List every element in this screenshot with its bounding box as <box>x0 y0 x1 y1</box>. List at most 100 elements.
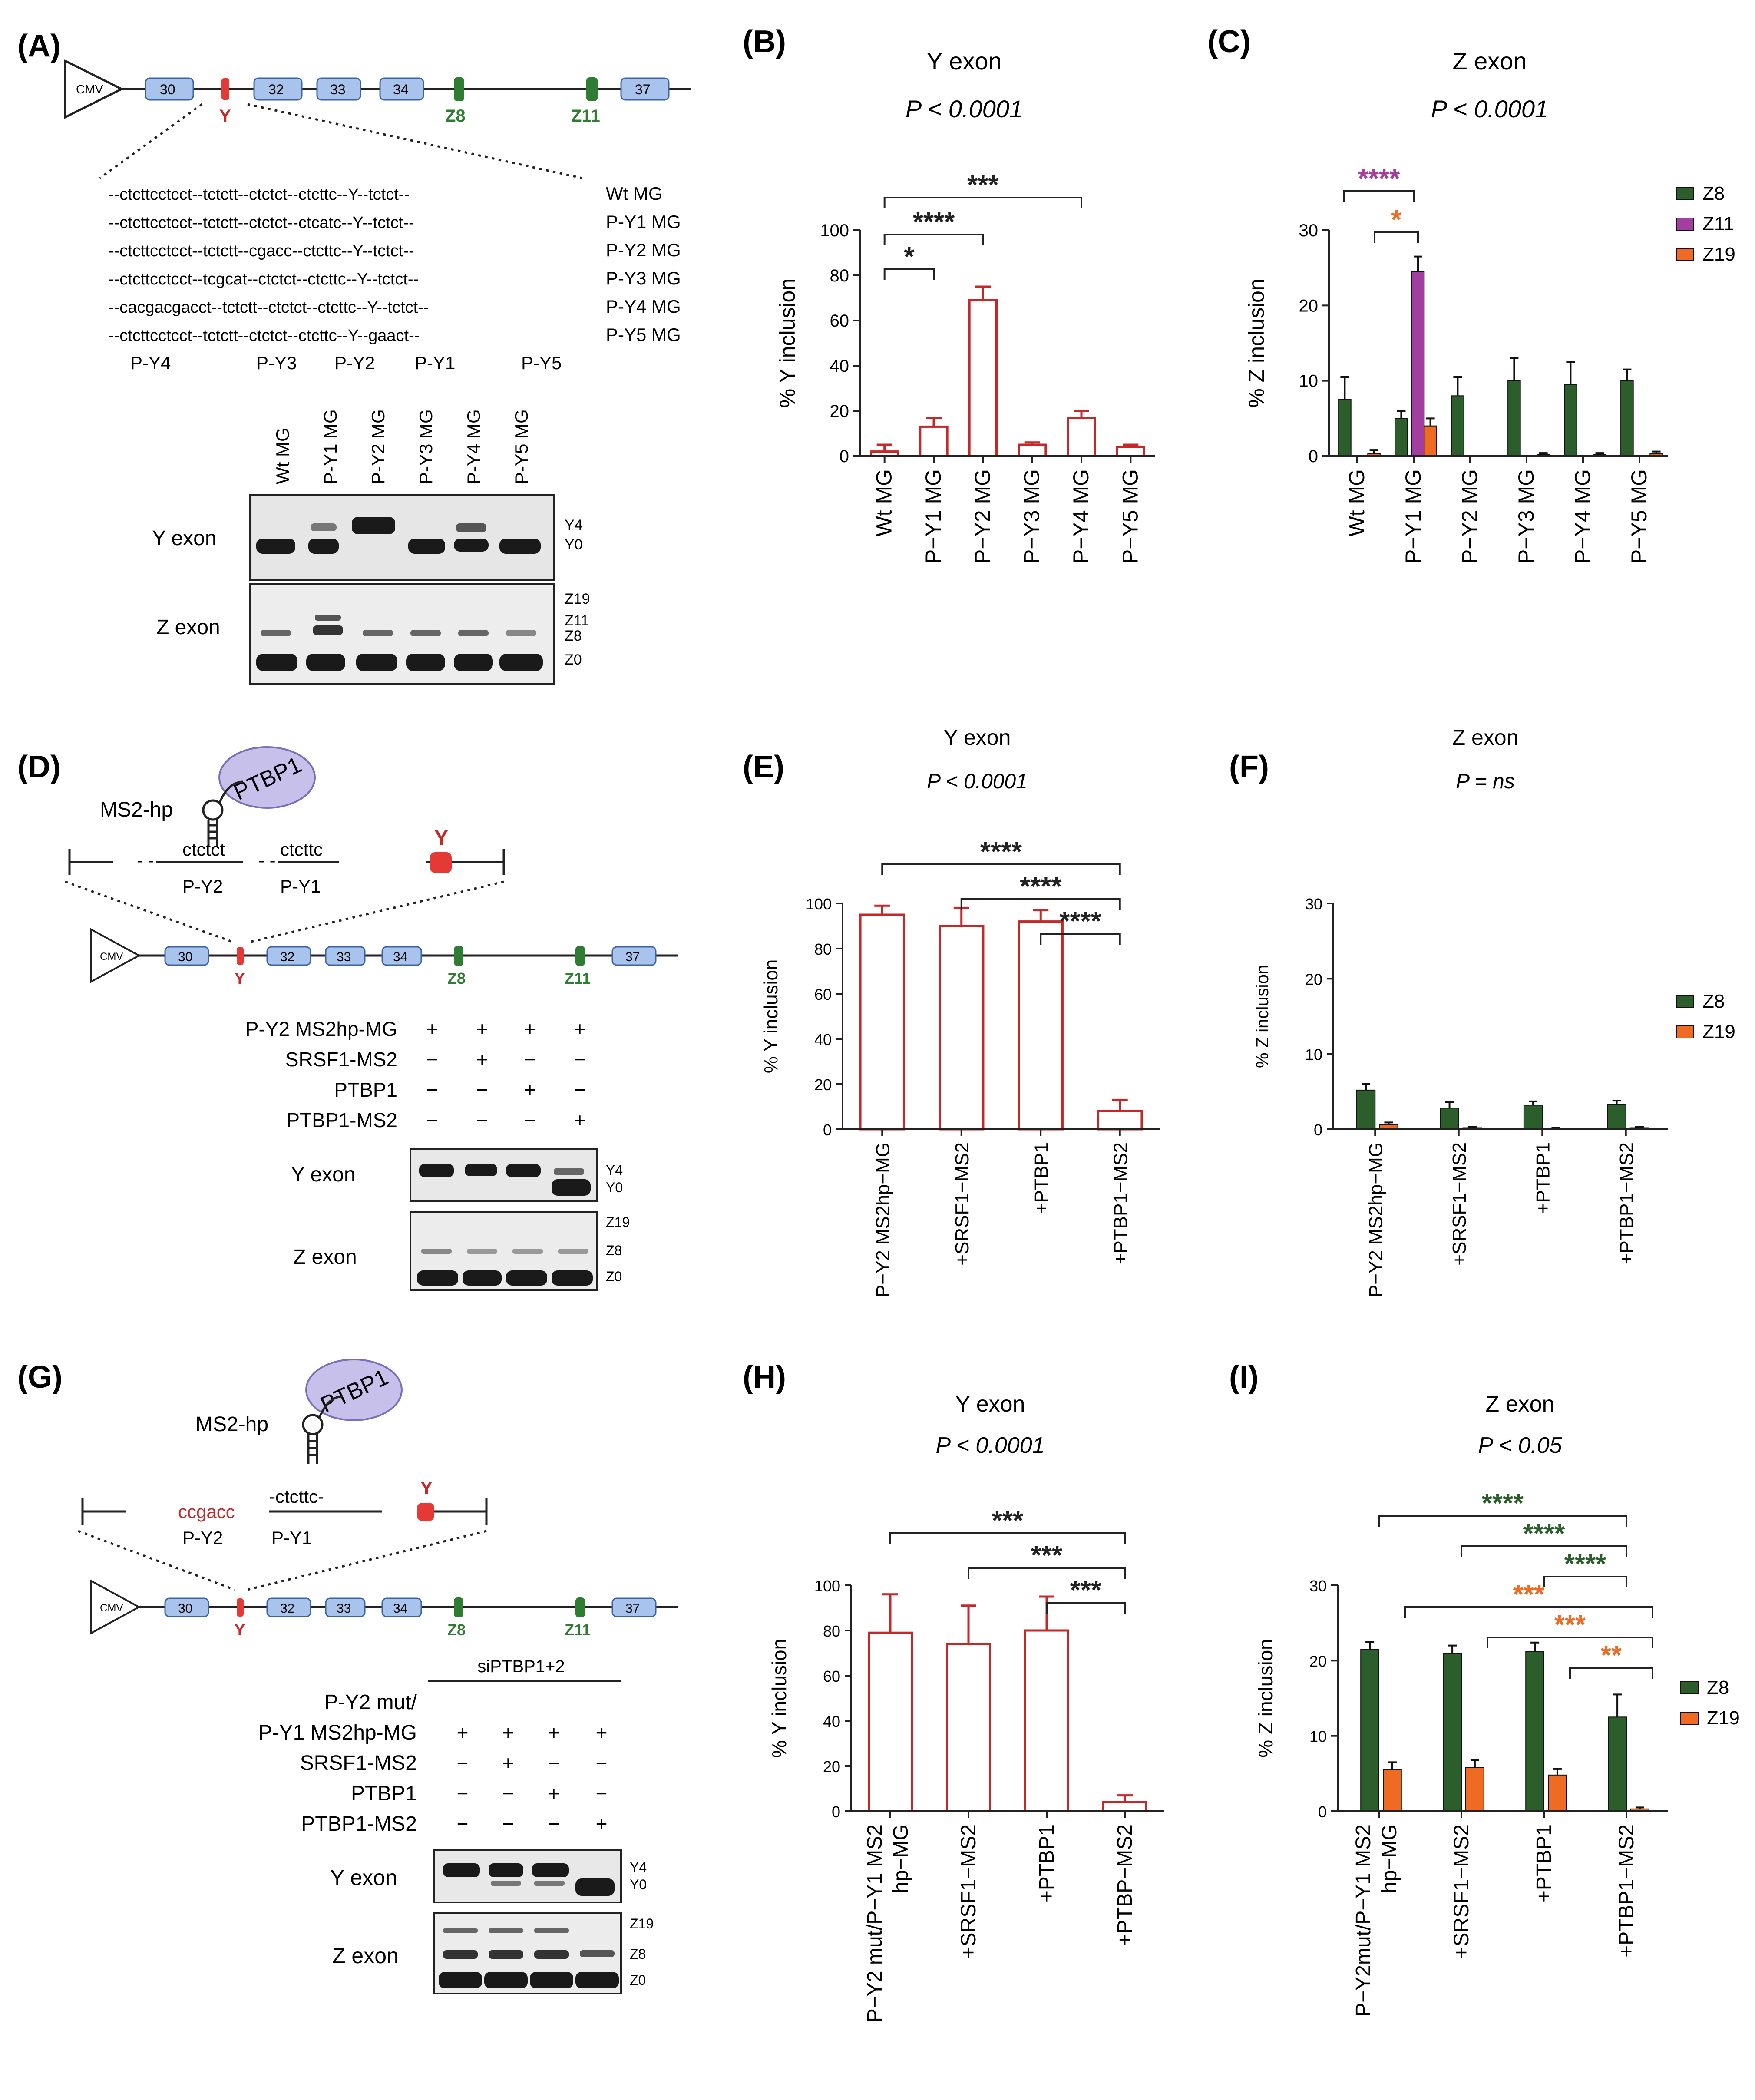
seq-label: P-Y5 MG <box>606 324 681 345</box>
significance-stars: *** <box>1513 1580 1545 1610</box>
y-tick-label: 10 <box>1299 372 1319 391</box>
region-label: P-Y1 <box>415 353 455 373</box>
bar <box>1024 1629 1069 1812</box>
x-tick-label: P−Y2 MG <box>970 469 995 564</box>
svg-text:+: + <box>574 1018 586 1040</box>
bar-z8 <box>1523 1105 1543 1130</box>
seq-label: P-Y1 MG <box>606 212 681 232</box>
y-tick-label: 40 <box>814 1031 832 1048</box>
legend-swatch <box>1680 1681 1699 1694</box>
band <box>256 539 295 554</box>
exon-z8-label: Z8 <box>445 106 466 126</box>
chart-i: 0 10 20 30 % Z inclusion Z8 Z19 P−Y2mut/P−Y1 MS… <box>1254 1488 1740 2017</box>
y-tick-label: 80 <box>814 940 832 958</box>
exon-label: 33 <box>337 950 351 964</box>
y-tick-label: 100 <box>814 1577 840 1595</box>
panel-c-letter: (C) <box>1207 24 1251 59</box>
site-label: P-Y1 <box>280 876 321 896</box>
band <box>410 630 441 636</box>
exon-label: 34 <box>393 1601 407 1616</box>
svg-text:+: + <box>457 1721 469 1744</box>
band-label: Z8 <box>630 1946 646 1962</box>
significance-bracket <box>1343 190 1415 202</box>
significance-bracket <box>881 863 1121 875</box>
significance-bracket <box>968 1567 1126 1579</box>
condition-labels-g: P-Y2 mut/ P-Y1 MS2hp-MG SRSF1-MS2 PTBP1 … <box>258 1691 417 1835</box>
bar <box>868 1631 913 1812</box>
seq-row: --ctcttcctcct--tctctt--ctctct--ctcttc--Y… <box>109 185 410 204</box>
gap <box>113 858 156 866</box>
seq-mutated-site: ccgacc <box>178 1501 235 1522</box>
seq-label: P-Y3 MG <box>606 268 681 288</box>
svg-text:−: − <box>574 1048 586 1071</box>
x-tick-label: P−Y4 MG <box>1570 469 1595 564</box>
band-label: Y4 <box>606 1162 623 1178</box>
x-tick-label: P−Y2 MS2hp−MG <box>872 1142 893 1297</box>
exon-z11 <box>586 77 598 101</box>
exon-z8 <box>454 77 464 101</box>
x-tick-label: P−Y2 MS2hp−MG <box>1365 1142 1386 1297</box>
band <box>499 539 541 554</box>
bar <box>1097 1110 1143 1131</box>
lane-labels-a: Wt MG P-Y1 MG P-Y2 MG P-Y3 MG P-Y4 MG P-… <box>272 409 532 484</box>
band <box>261 630 291 636</box>
x-tick-label: P−Y4 MG <box>1069 469 1093 564</box>
ms2-label: MS2-hp <box>195 1413 268 1436</box>
linker <box>218 780 244 804</box>
svg-text:−: − <box>476 1109 488 1131</box>
cmv-promoter-icon <box>90 928 141 983</box>
svg-text:+: + <box>596 1721 608 1744</box>
panel-b-letter: (B) <box>743 24 786 59</box>
bar <box>1116 446 1146 457</box>
region-label: P-Y2 <box>334 353 375 373</box>
exon-y-label: Y <box>420 1478 433 1498</box>
band <box>456 523 486 532</box>
exon-label: 30 <box>178 1601 192 1616</box>
lane-label: P-Y3 MG <box>416 409 436 484</box>
svg-text:+: + <box>596 1812 608 1835</box>
panel-d: (D) PTBP1 MS2-hp - - - - ctctct ctcttc P… <box>17 746 678 1291</box>
band-label: Z19 <box>606 1214 630 1230</box>
svg-text:+: + <box>574 1109 586 1131</box>
cmv-label: CMV <box>100 1602 123 1614</box>
significance-bracket <box>1543 1576 1627 1587</box>
significance-stars: **** <box>1482 1488 1524 1518</box>
bar-z8 <box>1360 1649 1379 1812</box>
svg-text:+: + <box>548 1721 560 1744</box>
svg-text:+: + <box>502 1721 514 1744</box>
exon-z8-label: Z8 <box>447 1621 466 1639</box>
bar <box>1018 443 1047 457</box>
exon-label: 34 <box>393 950 407 964</box>
band <box>406 654 445 671</box>
hairpin-loop <box>202 799 224 821</box>
svg-text:+: + <box>426 1018 438 1040</box>
exon-y-label: Y <box>235 1621 245 1639</box>
panel-f-pvalue: P = ns <box>1456 770 1515 793</box>
y-axis-label: % Y inclusion <box>775 278 800 408</box>
x-tick-label: P−Y3 MG <box>1514 469 1538 564</box>
gel-y-label: Y exon <box>291 1163 356 1186</box>
chart-e: 0 20 40 60 80 100 % Y inclusion P−Y2 MS2hp−MG +S… <box>760 837 1160 1297</box>
y-tick-label: 20 <box>814 1076 832 1094</box>
x-tick-label: Wt MG <box>1345 469 1369 537</box>
band <box>315 615 341 621</box>
legend-swatch <box>1676 248 1694 261</box>
y-axis-label: % Z inclusion <box>1244 278 1269 407</box>
y-tick-label: 0 <box>1318 1803 1327 1821</box>
y-tick-label: 0 <box>1309 447 1318 466</box>
panel-g: (G) PTBP1 MS2-hp ccgacc -ctcttc- P-Y2 P-… <box>17 1359 678 1994</box>
y-tick-label: 60 <box>814 986 832 1003</box>
x-tick-label: Wt MG <box>872 469 896 537</box>
significance-stars: *** <box>1070 1575 1102 1605</box>
gel-y-a-bands <box>256 517 541 554</box>
y-axis-label: % Y inclusion <box>760 959 782 1074</box>
x-tick-label: +SRSF1−MS2 <box>952 1142 973 1266</box>
svg-text:−: − <box>457 1812 469 1835</box>
legend-label: Z8 <box>1702 183 1725 204</box>
exon-y-label: Y <box>434 827 448 850</box>
band <box>311 523 337 531</box>
chart-f: 0 10 20 30 % Z inclusion Z8 Z19 P−Y2 MS2hp−MG +S… <box>1253 895 1735 1297</box>
x-tick-label: P−Y2 MG <box>1458 469 1482 564</box>
hairpin-stem <box>207 820 218 847</box>
significance-stars: **** <box>1564 1549 1606 1579</box>
